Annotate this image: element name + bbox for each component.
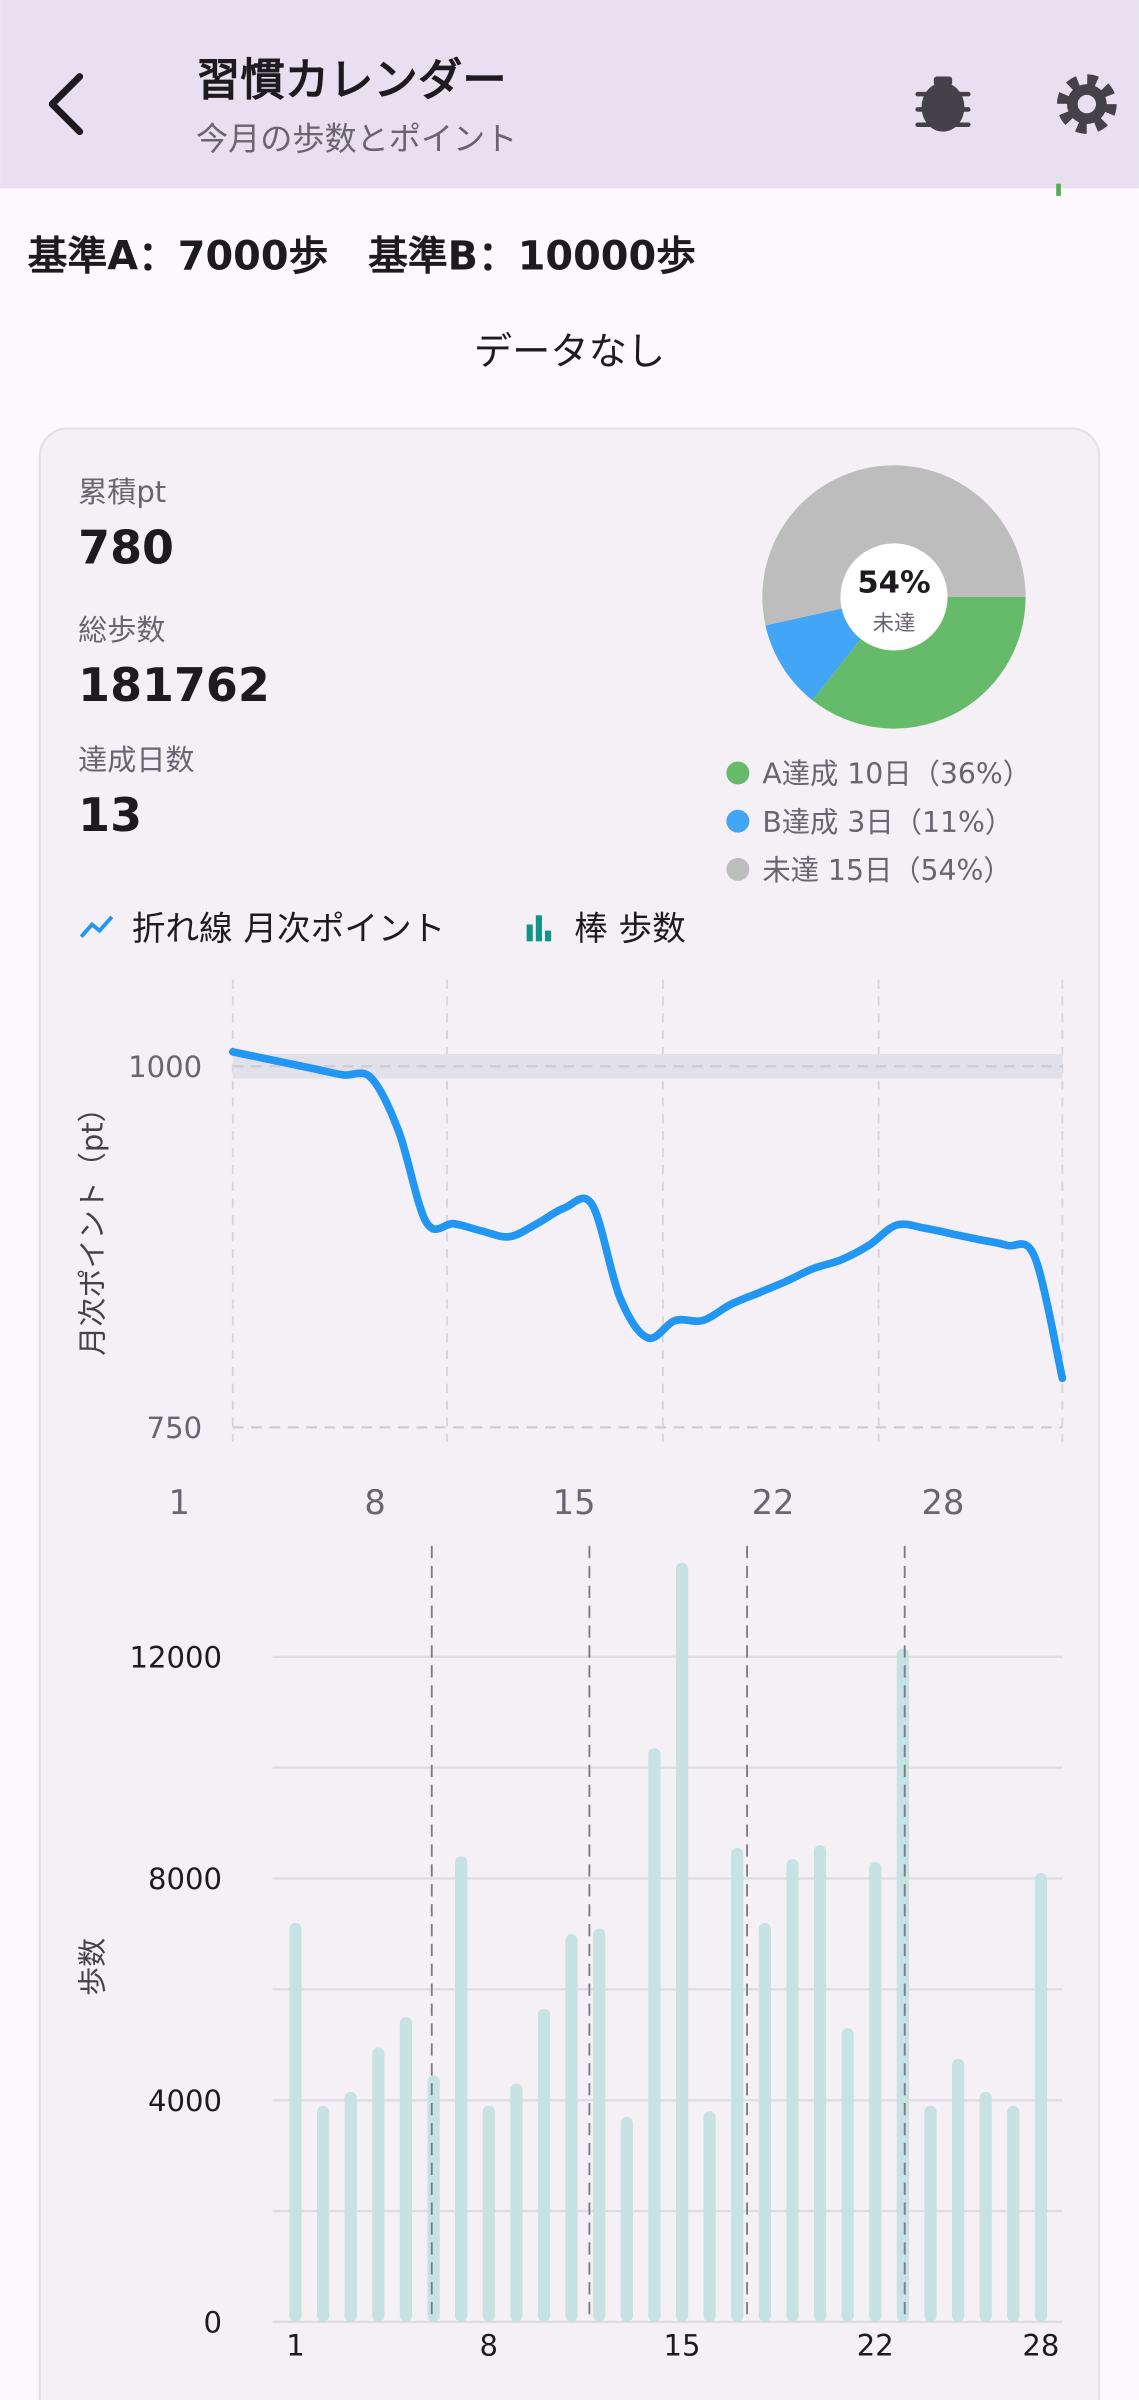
bar bbox=[1007, 2105, 1020, 2322]
bar bbox=[620, 2116, 633, 2322]
bar bbox=[289, 1922, 302, 2322]
legend-line: 折れ線 月次ポイント bbox=[132, 909, 446, 948]
bar bbox=[813, 1845, 827, 2322]
criteria: 基準A：7000歩 基準B：10000歩 bbox=[28, 233, 696, 279]
settings-button[interactable] bbox=[1057, 74, 1117, 134]
y-tick-label: 750 bbox=[147, 1411, 203, 1445]
x-tick-label: 22 bbox=[752, 1483, 795, 1522]
bar bbox=[731, 1848, 744, 2322]
bar bbox=[427, 2075, 440, 2322]
bar bbox=[703, 2111, 716, 2322]
bar bbox=[565, 1933, 578, 2322]
x-tick-label: 1 bbox=[286, 2329, 305, 2363]
pie-center bbox=[840, 543, 948, 651]
legend-entry: A達成 10日（36%） bbox=[762, 758, 1031, 791]
x-tick-label: 8 bbox=[364, 1483, 385, 1522]
bar bbox=[510, 2083, 523, 2322]
bar bbox=[372, 2047, 385, 2322]
pie-center-value: 54% bbox=[857, 565, 930, 600]
line-series bbox=[228, 1047, 1067, 1383]
bar bbox=[869, 1861, 882, 2322]
stat-label: 累積pt bbox=[78, 475, 166, 509]
bar bbox=[593, 1928, 606, 2322]
stat-value: 13 bbox=[78, 788, 142, 842]
x-tick-label: 22 bbox=[857, 2329, 894, 2363]
bar bbox=[924, 2105, 937, 2322]
bar bbox=[758, 1922, 771, 2322]
x-tick-label: 15 bbox=[664, 2329, 701, 2363]
bar bbox=[896, 1648, 910, 2322]
x-tick-label: 8 bbox=[480, 2329, 499, 2363]
summary-card bbox=[38, 427, 1101, 2400]
bar bbox=[951, 2058, 965, 2322]
legend-bar: 棒 歩数 bbox=[574, 909, 686, 948]
bar bbox=[537, 2008, 551, 2322]
line-legend-icon bbox=[79, 915, 114, 938]
indicator bbox=[1056, 183, 1061, 196]
x-tick-label: 28 bbox=[922, 1483, 965, 1522]
y-axis-label: 歩数 bbox=[76, 1938, 110, 1996]
bar bbox=[675, 1562, 689, 2322]
y-tick-label: 0 bbox=[204, 2306, 223, 2340]
y-tick-label: 12000 bbox=[130, 1640, 223, 1674]
bar bbox=[455, 1856, 468, 2322]
y-tick-label: 4000 bbox=[148, 2084, 222, 2118]
y-axis-label: 月次ポイント（pt） bbox=[76, 1093, 110, 1355]
pie-slice bbox=[812, 596, 1026, 729]
debug-button[interactable] bbox=[915, 76, 971, 132]
bar bbox=[979, 2091, 992, 2322]
stat-value: 780 bbox=[78, 520, 174, 574]
legend-dot bbox=[726, 857, 750, 881]
bar bbox=[317, 2105, 330, 2322]
content: 累積pt 780 総歩数 181762 達成日数 13 A達成 10日（36%） B達成 3日… bbox=[76, 465, 1067, 2363]
legend-entry: B達成 3日（11%） bbox=[762, 806, 1013, 839]
bar bbox=[1034, 1872, 1048, 2322]
bar bbox=[482, 2105, 495, 2322]
x-tick-label: 15 bbox=[553, 1483, 596, 1522]
bar bbox=[648, 1748, 661, 2322]
bar bbox=[344, 2091, 357, 2322]
stat-label: 達成日数 bbox=[78, 743, 194, 777]
bar bbox=[841, 2028, 854, 2322]
stat-value: 181762 bbox=[78, 658, 270, 712]
x-tick-label: 28 bbox=[1022, 2329, 1059, 2363]
bar-legend-icon bbox=[526, 915, 552, 942]
y-tick-label: 1000 bbox=[128, 1050, 202, 1084]
app-title: 習慣カレンダー bbox=[196, 55, 507, 106]
back-button[interactable] bbox=[48, 73, 84, 136]
stat-label: 総歩数 bbox=[78, 613, 165, 647]
pie-center-label: 未達 bbox=[873, 612, 916, 637]
bar bbox=[786, 1859, 799, 2322]
x-tick-label: 1 bbox=[168, 1483, 189, 1522]
status-text: データなし bbox=[474, 329, 665, 374]
y-tick-label: 8000 bbox=[148, 1862, 222, 1896]
bar bbox=[399, 2017, 413, 2322]
legend-dot bbox=[726, 761, 750, 785]
legend-entry: 未達 15日（54%） bbox=[762, 854, 1011, 887]
app-subtitle: 今月の歩数とポイント bbox=[196, 120, 517, 158]
legend-dot bbox=[726, 809, 750, 833]
